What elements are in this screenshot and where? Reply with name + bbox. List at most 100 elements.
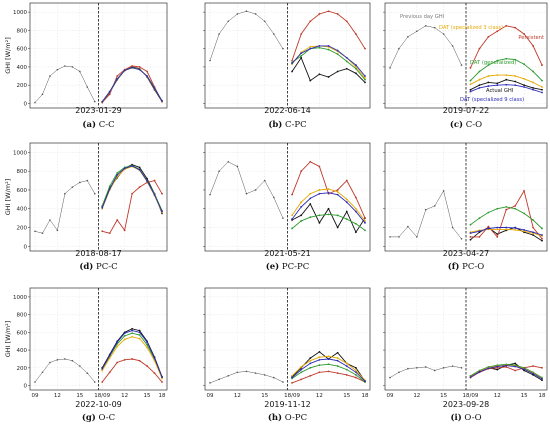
point-prev: [34, 101, 36, 104]
date-label: 2022-10-09: [75, 400, 122, 409]
point-actual: [318, 350, 321, 353]
point-generalized: [300, 55, 303, 57]
point-prev: [442, 367, 445, 369]
point-spec9: [514, 365, 517, 368]
point-spec9: [300, 368, 303, 371]
point-prev: [460, 237, 463, 240]
point-prev: [273, 33, 275, 35]
series-line-prev: [34, 358, 95, 383]
caption: (h) O-PC: [268, 412, 307, 423]
point-prev: [49, 75, 51, 77]
x-tick-label: 12: [316, 393, 323, 399]
point-spec9: [309, 47, 312, 50]
point-persistent: [532, 365, 534, 367]
subplot-c: 2019-07-22 (c) C-O: [383, 2, 548, 130]
point-persistent: [131, 65, 134, 67]
point-spec9: [541, 234, 543, 236]
point-actual: [327, 207, 330, 210]
point-persistent: [541, 366, 543, 369]
y-tick-label: 1000: [13, 10, 27, 16]
x-tick-label: 12: [234, 393, 241, 399]
point-persistent: [138, 186, 141, 189]
point-spec9: [300, 52, 303, 55]
caption-letter: (b): [268, 119, 282, 130]
point-spec9: [478, 87, 481, 89]
x-tick-label: 09: [207, 393, 214, 399]
point-spec3: [309, 45, 312, 48]
point-prev: [398, 236, 400, 238]
point-persistent: [161, 192, 163, 195]
subplot-g: 0 200 400 600 800 1000 GHI [W/m²] 09 12 15 18/09 12…: [4, 287, 168, 423]
point-spec3: [318, 189, 321, 191]
point-spec3: [345, 362, 348, 365]
point-spec9: [327, 45, 330, 47]
point-spec3: [345, 198, 348, 201]
x-tick-label: 12: [494, 393, 501, 399]
point-prev: [209, 382, 211, 384]
point-spec3: [364, 220, 366, 222]
point-prev: [64, 65, 66, 67]
point-prev: [273, 376, 275, 379]
point-persistent: [101, 381, 104, 383]
caption-text: PC-C: [96, 262, 118, 272]
point-prev: [79, 70, 81, 73]
point-prev: [227, 375, 230, 377]
point-prev: [433, 205, 436, 207]
point-spec9: [300, 205, 303, 208]
y-tick-label: 400: [17, 348, 28, 354]
x-tick-label: 18/09: [94, 393, 110, 399]
point-persistent: [345, 179, 348, 182]
point-persistent: [291, 193, 293, 196]
point-persistent: [138, 66, 141, 68]
point-spec3: [354, 207, 357, 210]
point-spec3: [505, 74, 508, 77]
point-generalized: [364, 78, 366, 81]
x-tick-label: 09: [32, 393, 39, 399]
date-label: 2019-11-12: [264, 400, 311, 409]
x-tick-label: 15: [261, 393, 268, 399]
series-line-generalized: [101, 67, 163, 102]
point-prev: [209, 59, 211, 62]
point-actual: [345, 210, 348, 213]
point-persistent: [318, 371, 321, 374]
point-generalized: [336, 53, 339, 56]
point-spec9: [336, 359, 339, 362]
point-actual: [336, 226, 339, 229]
point-prev: [86, 372, 89, 374]
subplot-f: 2023-04-27 (f) PC-O: [383, 142, 548, 272]
caption-text: O-PC: [285, 413, 307, 423]
point-persistent: [327, 10, 330, 13]
point-actual: [523, 369, 526, 372]
point-spec3: [108, 357, 111, 359]
point-persistent: [300, 33, 303, 35]
point-prev: [56, 229, 59, 232]
point-generalized: [514, 58, 517, 61]
point-spec9: [364, 221, 366, 224]
point-generalized: [532, 219, 534, 221]
point-prev: [460, 64, 463, 66]
caption: (b) C-PC: [268, 119, 306, 130]
x-tick-label: 18: [159, 393, 166, 399]
point-prev: [416, 30, 418, 33]
y-tick-label: 0: [24, 244, 28, 250]
point-spec9: [336, 49, 339, 52]
point-spec3: [336, 357, 339, 359]
point-spec9: [146, 180, 148, 182]
point-persistent: [496, 236, 499, 238]
point-persistent: [532, 226, 534, 229]
point-prev: [71, 359, 74, 362]
point-spec9: [354, 371, 357, 374]
point-spec9: [469, 90, 472, 93]
point-spec9: [514, 227, 517, 229]
point-spec9: [364, 75, 366, 77]
point-spec9: [153, 193, 156, 196]
point-persistent: [523, 189, 526, 192]
x-tick-label: 09: [387, 393, 394, 399]
point-spec3: [514, 75, 517, 77]
point-spec3: [327, 188, 330, 190]
legend-annotation: Persistent: [518, 35, 544, 41]
caption: (e) PC-PC: [266, 261, 309, 272]
point-persistent: [514, 369, 517, 372]
point-generalized: [309, 216, 312, 219]
point-prev: [218, 33, 220, 35]
